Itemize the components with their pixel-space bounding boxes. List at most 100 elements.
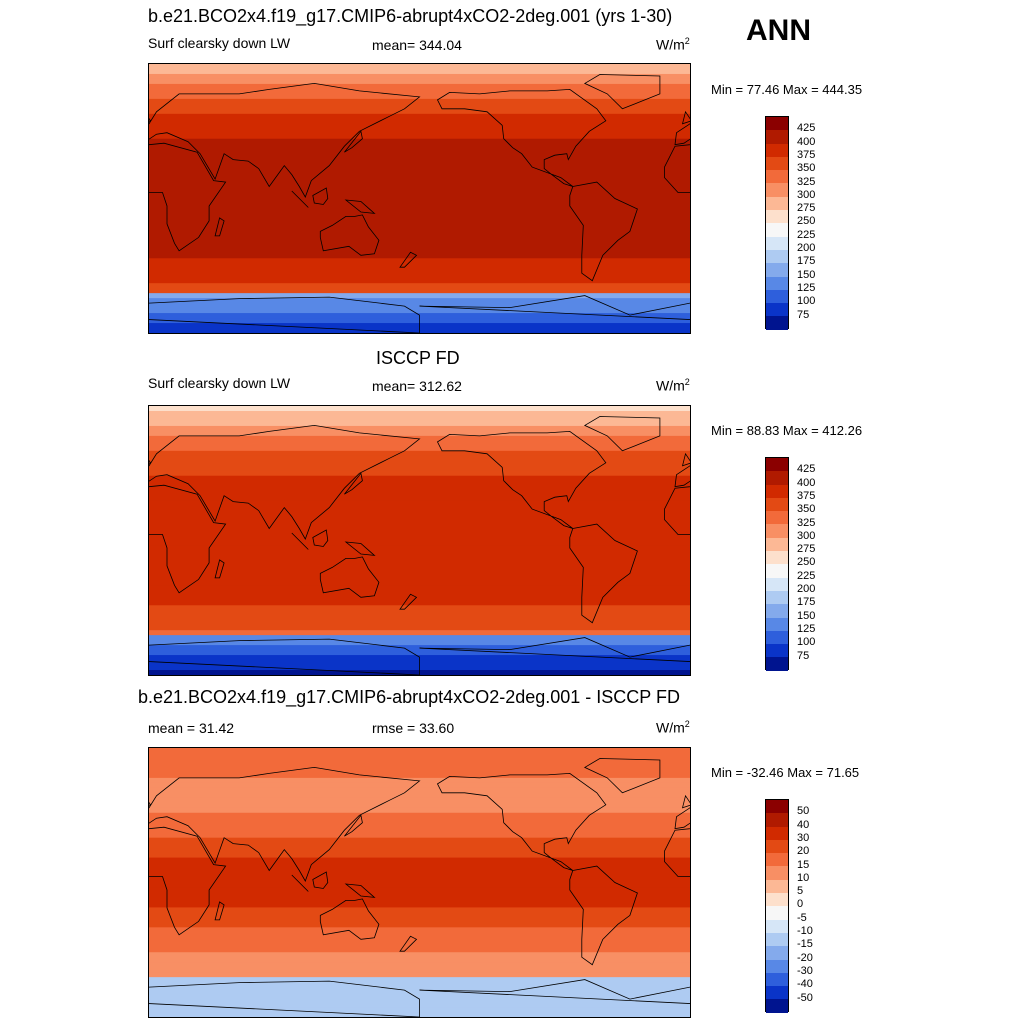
colorbar-tick-label: 15	[797, 858, 810, 871]
colorbar-swatch	[766, 932, 788, 947]
colorbar-swatch	[766, 303, 788, 317]
colorbar-tick-label: 250	[797, 556, 816, 569]
colorbar-tick-label: 0	[797, 898, 804, 911]
colorbar-swatch	[766, 276, 788, 290]
colorbar-tick-label: -5	[797, 911, 807, 924]
colorbar-tick-label: 300	[797, 188, 816, 201]
colorbar-swatch	[766, 196, 788, 211]
panel3-map	[148, 747, 691, 1018]
colorbar-swatch	[766, 999, 788, 1013]
colorbar-tick-label: 375	[797, 489, 816, 502]
colorbar-swatch	[766, 316, 788, 330]
colorbar-tick-label: 325	[797, 175, 816, 188]
colorbar-tick-label: 20	[797, 845, 810, 858]
colorbar-swatch	[766, 893, 788, 907]
colorbar-swatch	[766, 919, 788, 933]
panel1-units: W/m2	[656, 36, 690, 53]
colorbar-swatch	[766, 537, 788, 552]
panel3-title: b.e21.BCO2x4.f19_g17.CMIP6-abrupt4xCO2-2…	[138, 687, 680, 707]
colorbar-swatch	[766, 826, 788, 840]
colorbar-tick-label: 5	[797, 885, 804, 898]
colorbar-swatch	[766, 590, 788, 605]
colorbar-tick-label: 100	[797, 636, 816, 649]
season-label: ANN	[746, 14, 811, 47]
colorbar-tick-label: 375	[797, 148, 816, 161]
colorbar-swatch	[766, 223, 788, 237]
colorbar-swatch	[766, 249, 788, 264]
colorbar-tick-label: -15	[797, 938, 813, 951]
colorbar-tick-label: 225	[797, 569, 816, 582]
colorbar-tick-label: 40	[797, 818, 810, 831]
colorbar-tick-label: 275	[797, 543, 816, 556]
colorbar-tick-label: 275	[797, 202, 816, 215]
colorbar-swatch	[766, 183, 788, 197]
colorbar-tick-label: 350	[797, 503, 816, 516]
colorbar-tick-label: 200	[797, 583, 816, 595]
colorbar-tick-label: 425	[797, 122, 816, 135]
colorbar-swatch	[766, 604, 788, 618]
colorbar-tick-label: -50	[797, 991, 813, 1004]
colorbar-swatch	[766, 839, 788, 854]
colorbar-tick-label: 125	[797, 622, 816, 635]
panel1-colorbar	[765, 116, 789, 330]
colorbar-tick-label: 250	[797, 215, 816, 228]
colorbar-swatch	[766, 497, 788, 512]
panel1-mean-label: mean= 344.04	[372, 37, 462, 53]
colorbar-tick-label: -20	[797, 951, 813, 964]
colorbar-swatch	[766, 210, 788, 224]
colorbar-tick-label: 30	[797, 831, 810, 844]
panel1-title: b.e21.BCO2x4.f19_g17.CMIP6-abrupt4xCO2-2…	[148, 6, 673, 26]
colorbar-tick-label: 150	[797, 609, 816, 622]
panel2-units: W/m2	[656, 377, 690, 394]
colorbar-tick-label: 50	[797, 805, 810, 818]
panel1-map	[148, 63, 691, 334]
colorbar-tick-label: 75	[797, 649, 810, 662]
colorbar-swatch	[766, 813, 788, 827]
colorbar-tick-label: 400	[797, 135, 816, 148]
colorbar-tick-label: 10	[797, 871, 810, 884]
colorbar-swatch	[766, 458, 788, 472]
colorbar-swatch	[766, 289, 788, 304]
colorbar-swatch	[766, 986, 788, 1000]
colorbar-tick-label: -40	[797, 978, 813, 991]
colorbar-swatch	[766, 564, 788, 578]
colorbar-swatch	[766, 972, 788, 987]
colorbar-swatch	[766, 551, 788, 565]
colorbar-swatch	[766, 866, 788, 880]
colorbar-tick-label: -10	[797, 925, 813, 937]
colorbar-tick-label: 325	[797, 516, 816, 529]
colorbar-swatch	[766, 617, 788, 631]
colorbar-tick-label: 225	[797, 228, 816, 241]
panel3-minmax: Min = -32.46 Max = 71.65	[711, 765, 860, 780]
colorbar-swatch	[766, 236, 788, 250]
colorbar-tick-label: -30	[797, 964, 813, 977]
colorbar-swatch	[766, 156, 788, 171]
colorbar-swatch	[766, 800, 788, 814]
colorbar-swatch	[766, 263, 788, 277]
colorbar-swatch	[766, 170, 788, 184]
colorbar-swatch	[766, 879, 788, 894]
panel2-title: ISCCP FD	[376, 348, 460, 368]
panel1-minmax: Min = 77.46 Max = 444.35	[711, 82, 863, 97]
colorbar-tick-label: 400	[797, 476, 816, 489]
colorbar-swatch	[766, 511, 788, 525]
colorbar-swatch	[766, 630, 788, 645]
colorbar-swatch	[766, 117, 788, 131]
colorbar-tick-label: 150	[797, 268, 816, 281]
colorbar-tick-label: 350	[797, 162, 816, 175]
colorbar-swatch	[766, 946, 788, 960]
panel2-minmax: Min = 88.83 Max = 412.26	[711, 423, 863, 438]
colorbar-swatch	[766, 577, 788, 591]
colorbar-tick-label: 175	[797, 596, 816, 609]
colorbar-swatch	[766, 657, 788, 671]
colorbar-swatch	[766, 130, 788, 144]
colorbar-tick-label: 200	[797, 242, 816, 254]
panel2-variable-label: Surf clearsky down LW	[148, 375, 291, 391]
colorbar-swatch	[766, 471, 788, 485]
colorbar-tick-label: 100	[797, 295, 816, 308]
colorbar-tick-label: 175	[797, 255, 816, 268]
colorbar-swatch	[766, 906, 788, 920]
colorbar-tick-label: 425	[797, 463, 816, 476]
colorbar-swatch	[766, 524, 788, 538]
panel1-variable-label: Surf clearsky down LW	[148, 35, 291, 51]
